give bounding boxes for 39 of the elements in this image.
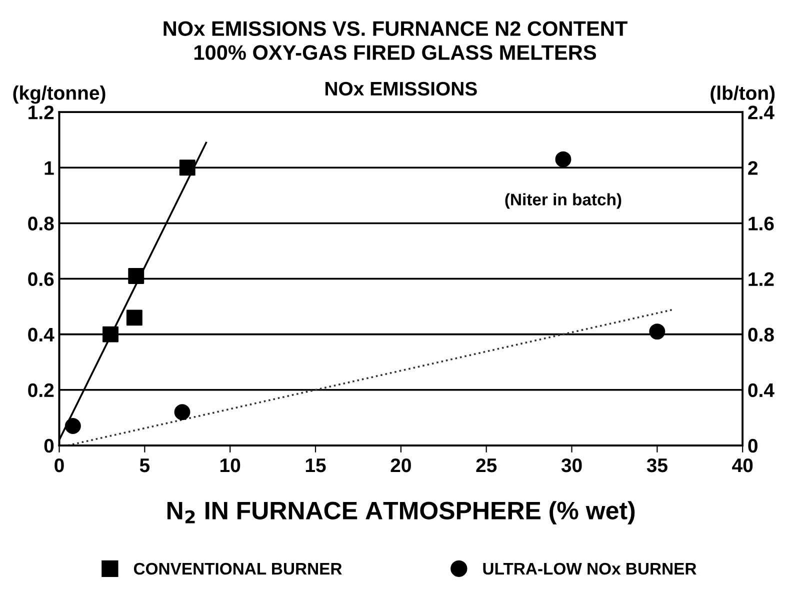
y2-tick-label: 2 bbox=[748, 161, 758, 175]
y2-tick-label: 0.8 bbox=[748, 328, 774, 342]
point bbox=[179, 160, 196, 176]
y-tick-label: 0.2 bbox=[28, 383, 54, 398]
y2-tick-label: 1.2 bbox=[748, 272, 774, 286]
legend-label: CONVENTIONAL BURNER bbox=[134, 562, 342, 575]
x-tick-label: 0 bbox=[54, 458, 64, 472]
x-tick-label: 30 bbox=[561, 458, 582, 472]
y2-tick-label: 1.6 bbox=[748, 216, 774, 230]
x-tick-label: 15 bbox=[306, 458, 326, 472]
point bbox=[128, 268, 144, 284]
x-tick-label: 5 bbox=[140, 458, 150, 472]
point bbox=[555, 151, 572, 168]
y-tick-label: 0.6 bbox=[28, 272, 54, 286]
point bbox=[126, 310, 142, 326]
x-axis-title: N$_{2}$ IN FURNACE ATMOSPHERE (% wet) bbox=[167, 501, 635, 524]
y-axis-title: (kg/tonne) bbox=[13, 86, 106, 104]
x-tick-label: 20 bbox=[390, 458, 411, 472]
x-tick-label: 25 bbox=[476, 458, 497, 472]
x-tick-label: 35 bbox=[646, 458, 668, 472]
y-tick-label: 0.8 bbox=[28, 216, 54, 230]
chart-title: NOx EMISSIONS VS. FURNANCE N2 CONTENT 100% OXY-GAS FIRED GLASS MELTERS bbox=[164, 21, 628, 60]
y-tick-label: 0.4 bbox=[28, 328, 54, 342]
y2-tick-label: 0 bbox=[748, 438, 758, 453]
annotation: (Niter in batch) bbox=[505, 193, 622, 209]
point bbox=[64, 418, 81, 434]
x-tick-label: 10 bbox=[220, 458, 240, 472]
y-tick-label: 1 bbox=[44, 161, 54, 175]
y2-tick-label: 2.4 bbox=[748, 106, 774, 120]
point bbox=[649, 324, 666, 340]
point bbox=[102, 326, 118, 342]
y-tick-label: 1.2 bbox=[28, 106, 54, 120]
chart-subtitle: NOx EMISSIONS bbox=[326, 82, 477, 96]
x-tick-label: 40 bbox=[732, 458, 753, 472]
y2-tick-label: 0.4 bbox=[748, 383, 774, 398]
point bbox=[174, 404, 190, 420]
y2-axis-title: (lb/ton) bbox=[710, 86, 775, 104]
y-tick-label: 0 bbox=[44, 438, 54, 453]
legend-label: ULTRA-LOW NOx BURNER bbox=[483, 562, 696, 575]
